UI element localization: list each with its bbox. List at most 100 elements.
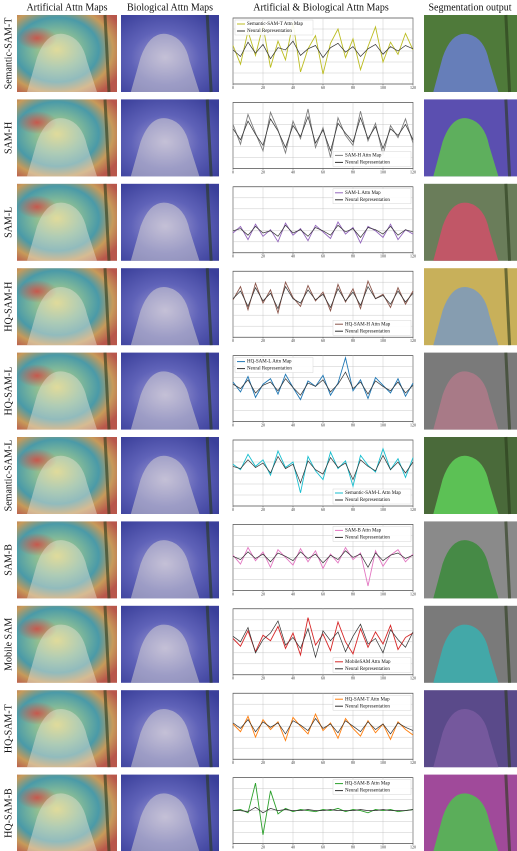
x-tick-label: 0 (232, 338, 234, 343)
x-tick-label: 80 (351, 169, 355, 174)
x-tick-label: 40 (291, 254, 295, 259)
legend-label: HQ-SAM-T Attn Map (345, 697, 390, 702)
x-tick-label: 0 (232, 423, 234, 428)
x-tick-label: 60 (321, 845, 325, 850)
x-tick-label: 100 (380, 338, 386, 343)
row-label: SAM-H (3, 122, 14, 154)
x-tick-label: 20 (261, 169, 265, 174)
x-tick-label: 40 (291, 507, 295, 512)
column-header: Segmentation output (428, 2, 511, 13)
image-panel (424, 775, 517, 851)
image-panel (17, 99, 117, 176)
column-header: Artificial Attn Maps (26, 2, 107, 13)
x-tick-label: 100 (380, 845, 386, 850)
x-tick-label: 100 (380, 676, 386, 681)
x-tick-label: 20 (261, 591, 265, 596)
x-tick-label: 20 (261, 423, 265, 428)
legend-label: Semantic-SAM-L Attn Map (345, 491, 401, 496)
image-panel (424, 690, 517, 767)
x-tick-label: 80 (351, 507, 355, 512)
row-label: SAM-L (3, 207, 14, 238)
x-tick-label: 0 (232, 845, 234, 850)
x-tick-label: 120 (410, 676, 416, 681)
x-tick-label: 80 (351, 423, 355, 428)
row-label: HQ-SAM-T (3, 704, 14, 753)
legend-label: Neural Representation (247, 29, 292, 34)
legend-label: HQ-SAM-H Attn Map (345, 322, 391, 327)
image-panel (121, 99, 219, 176)
image-panel (121, 184, 219, 261)
x-tick-label: 40 (291, 85, 295, 90)
x-tick-label: 40 (291, 760, 295, 765)
x-tick-label: 20 (261, 338, 265, 343)
image-panel (17, 606, 117, 683)
image-panel (424, 99, 517, 176)
x-tick-label: 100 (380, 591, 386, 596)
figure: Artificial Attn Maps Biological Attn Map… (0, 0, 517, 851)
image-panel (121, 437, 219, 514)
legend-label: Neural Representation (247, 367, 292, 372)
image-panel (17, 775, 117, 851)
column-header: Biological Attn Maps (127, 2, 213, 13)
x-tick-label: 40 (291, 676, 295, 681)
legend-label: Neural Representation (345, 667, 390, 672)
x-tick-label: 60 (321, 591, 325, 596)
image-panel (121, 15, 219, 92)
image-panel (121, 268, 219, 345)
x-tick-label: 60 (321, 169, 325, 174)
image-panel (424, 606, 517, 683)
x-tick-label: 120 (410, 169, 416, 174)
page: {"header": {"columns": ["Artificial Attn… (0, 0, 517, 851)
x-tick-label: 120 (410, 254, 416, 259)
image-panel (121, 606, 219, 683)
image-panel (424, 268, 517, 345)
x-tick-label: 100 (380, 254, 386, 259)
x-tick-label: 60 (321, 338, 325, 343)
x-tick-label: 120 (410, 423, 416, 428)
legend-label: HQ-SAM-L Attn Map (247, 360, 292, 365)
x-tick-label: 20 (261, 676, 265, 681)
legend-label: MobileSAM Attn Map (345, 660, 391, 665)
x-tick-label: 80 (351, 85, 355, 90)
image-panel (17, 690, 117, 767)
x-tick-label: 80 (351, 845, 355, 850)
image-panel (121, 521, 219, 598)
x-tick-label: 40 (291, 845, 295, 850)
x-tick-label: 0 (232, 760, 234, 765)
legend-label: Neural Representation (345, 198, 390, 203)
x-tick-label: 100 (380, 760, 386, 765)
image-panel (121, 353, 219, 430)
legend-label: Neural Representation (345, 329, 390, 334)
x-tick-label: 40 (291, 338, 295, 343)
image-panel (121, 690, 219, 767)
row-label: SAM-B (3, 544, 14, 576)
image-panel (424, 521, 517, 598)
x-tick-label: 0 (232, 507, 234, 512)
x-tick-label: 100 (380, 85, 386, 90)
legend-label: Neural Representation (345, 536, 390, 541)
x-tick-label: 80 (351, 676, 355, 681)
image-panel (17, 437, 117, 514)
x-tick-label: 120 (410, 507, 416, 512)
x-tick-label: 120 (410, 760, 416, 765)
x-tick-label: 60 (321, 760, 325, 765)
x-tick-label: 20 (261, 760, 265, 765)
x-tick-label: 120 (410, 845, 416, 850)
legend-label: Semantic-SAM-T Attn Map (247, 22, 304, 27)
x-tick-label: 60 (321, 85, 325, 90)
legend-label: SAM-L Attn Map (345, 191, 381, 196)
x-tick-label: 40 (291, 591, 295, 596)
image-panel (424, 15, 517, 92)
x-tick-label: 80 (351, 591, 355, 596)
x-tick-label: 100 (380, 423, 386, 428)
x-tick-label: 80 (351, 254, 355, 259)
image-panel (17, 521, 117, 598)
image-panel (424, 437, 517, 514)
x-tick-label: 100 (380, 507, 386, 512)
legend-label: Neural Representation (345, 789, 390, 794)
x-tick-label: 120 (410, 85, 416, 90)
image-panel (121, 775, 219, 851)
x-tick-label: 120 (410, 591, 416, 596)
legend-label: SAM-B Attn Map (345, 529, 382, 534)
row-label: Semantic-SAM-T (3, 18, 14, 90)
